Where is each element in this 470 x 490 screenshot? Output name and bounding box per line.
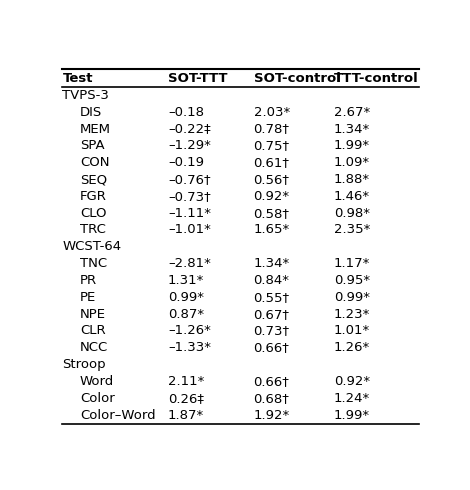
Text: 1.34*: 1.34* bbox=[254, 257, 290, 270]
Text: 1.99*: 1.99* bbox=[334, 139, 370, 152]
Text: 0.58†: 0.58† bbox=[254, 207, 290, 220]
Text: –0.19: –0.19 bbox=[168, 156, 204, 169]
Text: CON: CON bbox=[80, 156, 110, 169]
Text: 0.92*: 0.92* bbox=[254, 190, 290, 203]
Text: FGR: FGR bbox=[80, 190, 107, 203]
Text: 1.26*: 1.26* bbox=[334, 341, 370, 354]
Text: 0.95*: 0.95* bbox=[334, 274, 370, 287]
Text: 1.99*: 1.99* bbox=[334, 409, 370, 421]
Text: –0.18: –0.18 bbox=[168, 106, 204, 119]
Text: –1.11*: –1.11* bbox=[168, 207, 211, 220]
Text: –0.22‡: –0.22‡ bbox=[168, 122, 211, 136]
Text: SOT-control: SOT-control bbox=[254, 72, 340, 85]
Text: 2.03*: 2.03* bbox=[254, 106, 290, 119]
Text: 0.66†: 0.66† bbox=[254, 341, 290, 354]
Text: Color: Color bbox=[80, 392, 115, 405]
Text: 1.88*: 1.88* bbox=[334, 173, 370, 186]
Text: 0.67†: 0.67† bbox=[254, 308, 290, 320]
Text: –1.01*: –1.01* bbox=[168, 223, 211, 237]
Text: –0.73†: –0.73† bbox=[168, 190, 211, 203]
Text: 1.87*: 1.87* bbox=[168, 409, 204, 421]
Text: NPE: NPE bbox=[80, 308, 106, 320]
Text: Test: Test bbox=[63, 72, 93, 85]
Text: CLR: CLR bbox=[80, 324, 105, 338]
Text: WCST-64: WCST-64 bbox=[63, 240, 122, 253]
Text: 2.11*: 2.11* bbox=[168, 375, 204, 388]
Text: CLO: CLO bbox=[80, 207, 106, 220]
Text: 0.75†: 0.75† bbox=[254, 139, 290, 152]
Text: 1.01*: 1.01* bbox=[334, 324, 370, 338]
Text: TRC: TRC bbox=[80, 223, 106, 237]
Text: 1.46*: 1.46* bbox=[334, 190, 370, 203]
Text: DIS: DIS bbox=[80, 106, 102, 119]
Text: 1.65*: 1.65* bbox=[254, 223, 290, 237]
Text: 0.66†: 0.66† bbox=[254, 375, 290, 388]
Text: 1.23*: 1.23* bbox=[334, 308, 370, 320]
Text: –1.29*: –1.29* bbox=[168, 139, 211, 152]
Text: TNC: TNC bbox=[80, 257, 107, 270]
Text: 0.61†: 0.61† bbox=[254, 156, 290, 169]
Text: Word: Word bbox=[80, 375, 114, 388]
Text: 1.24*: 1.24* bbox=[334, 392, 370, 405]
Text: 0.68†: 0.68† bbox=[254, 392, 290, 405]
Text: PR: PR bbox=[80, 274, 97, 287]
Text: 1.31*: 1.31* bbox=[168, 274, 204, 287]
Text: 0.98*: 0.98* bbox=[334, 207, 370, 220]
Text: 0.78†: 0.78† bbox=[254, 122, 290, 136]
Text: TVPS-3: TVPS-3 bbox=[63, 89, 109, 102]
Text: Stroop: Stroop bbox=[63, 358, 106, 371]
Text: 2.35*: 2.35* bbox=[334, 223, 370, 237]
Text: 0.26‡: 0.26‡ bbox=[168, 392, 204, 405]
Text: 0.92*: 0.92* bbox=[334, 375, 370, 388]
Text: 0.84*: 0.84* bbox=[254, 274, 290, 287]
Text: 1.92*: 1.92* bbox=[254, 409, 290, 421]
Text: 0.99*: 0.99* bbox=[334, 291, 370, 304]
Text: –0.76†: –0.76† bbox=[168, 173, 211, 186]
Text: 0.87*: 0.87* bbox=[168, 308, 204, 320]
Text: 0.55†: 0.55† bbox=[254, 291, 290, 304]
Text: 1.09*: 1.09* bbox=[334, 156, 370, 169]
Text: TTT-control: TTT-control bbox=[334, 72, 418, 85]
Text: SOT-TTT: SOT-TTT bbox=[168, 72, 227, 85]
Text: 1.34*: 1.34* bbox=[334, 122, 370, 136]
Text: 0.56†: 0.56† bbox=[254, 173, 290, 186]
Text: Color–Word: Color–Word bbox=[80, 409, 156, 421]
Text: 0.73†: 0.73† bbox=[254, 324, 290, 338]
Text: –2.81*: –2.81* bbox=[168, 257, 211, 270]
Text: PE: PE bbox=[80, 291, 96, 304]
Text: 2.67*: 2.67* bbox=[334, 106, 370, 119]
Text: 1.17*: 1.17* bbox=[334, 257, 370, 270]
Text: –1.33*: –1.33* bbox=[168, 341, 211, 354]
Text: SEQ: SEQ bbox=[80, 173, 107, 186]
Text: NCC: NCC bbox=[80, 341, 108, 354]
Text: SPA: SPA bbox=[80, 139, 104, 152]
Text: MEM: MEM bbox=[80, 122, 111, 136]
Text: 0.99*: 0.99* bbox=[168, 291, 204, 304]
Text: –1.26*: –1.26* bbox=[168, 324, 211, 338]
